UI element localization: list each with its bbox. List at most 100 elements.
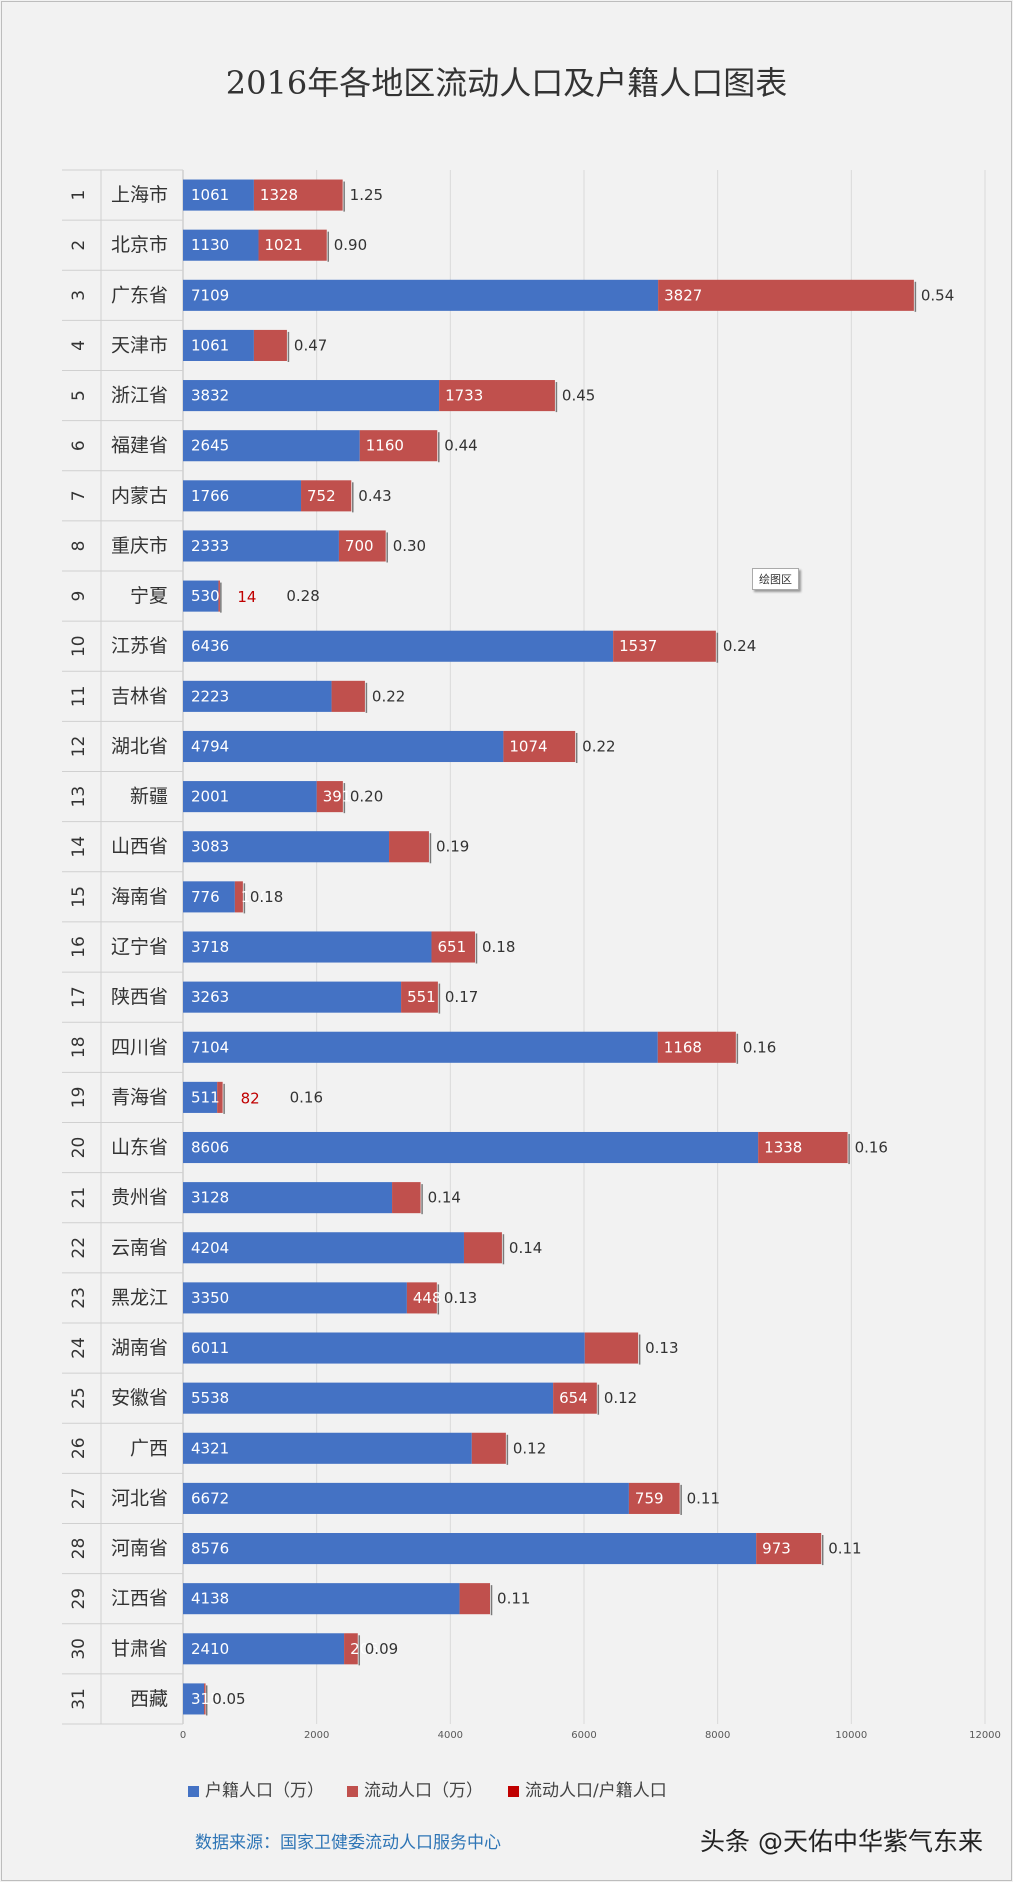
category-label: 江西省 <box>111 1588 168 1610</box>
bar-household <box>183 279 659 311</box>
data-label-ratio: 0.54 <box>921 286 954 304</box>
data-label-ratio: 0.11 <box>828 1540 861 1558</box>
x-tick-label: 10000 <box>835 1730 867 1741</box>
rank-label: 6 <box>69 440 89 451</box>
rank-label: 14 <box>69 836 89 858</box>
data-label-ratio: 0.16 <box>855 1139 888 1157</box>
data-label-ratio: 0.16 <box>743 1038 776 1056</box>
data-label-household: 3718 <box>191 938 229 956</box>
category-label: 内蒙古 <box>111 485 168 507</box>
data-label-household: 315 <box>191 1690 220 1708</box>
bar-floating <box>218 580 220 612</box>
category-label: 西藏 <box>130 1688 168 1710</box>
bar-household <box>183 1432 472 1464</box>
bar-household <box>183 1332 585 1364</box>
bar-floating <box>253 329 287 361</box>
category-label: 河北省 <box>111 1487 168 1509</box>
data-label-household: 3083 <box>191 838 229 856</box>
bar-household <box>183 981 402 1013</box>
bar-floating <box>657 1031 736 1063</box>
legend-swatch <box>188 1786 199 1797</box>
bar-household <box>183 1583 460 1615</box>
legend-swatch <box>347 1786 358 1797</box>
data-label-floating: 1733 <box>445 387 483 405</box>
bar-floating <box>503 730 576 763</box>
rank-label: 28 <box>69 1538 89 1560</box>
data-label-ratio: 0.30 <box>393 537 426 555</box>
bar-household <box>183 1232 464 1264</box>
data-label-ratio: 0.44 <box>444 437 477 455</box>
data-label-floating: 120 <box>241 888 270 906</box>
category-label: 湖北省 <box>111 735 168 757</box>
category-label: 山西省 <box>111 836 168 858</box>
data-label-household: 6672 <box>191 1489 229 1507</box>
data-label-household: 6011 <box>191 1339 229 1357</box>
bar-household <box>183 1282 407 1314</box>
bar-household <box>183 1131 759 1164</box>
category-label: 广西 <box>130 1437 168 1459</box>
data-label-floating: 3827 <box>664 286 702 304</box>
data-label-floating: 759 <box>635 1489 664 1507</box>
data-label-household: 6436 <box>191 637 229 655</box>
bar-floating <box>553 1382 597 1414</box>
bar-floating <box>217 1081 223 1113</box>
legend-item-floating[interactable]: 流动人口（万） <box>347 1776 483 1801</box>
rank-label: 17 <box>69 986 89 1008</box>
category-label: 青海省 <box>111 1086 168 1108</box>
category-label: 江苏省 <box>111 635 168 657</box>
bar-household <box>183 229 259 261</box>
bar-floating <box>392 1182 421 1214</box>
data-label-ratio: 0.14 <box>509 1239 542 1257</box>
rank-label: 19 <box>69 1087 89 1109</box>
x-tick-label: 2000 <box>304 1730 329 1741</box>
category-label: 湖南省 <box>111 1337 168 1359</box>
data-label-ratio: 0.11 <box>687 1489 720 1507</box>
rank-label: 21 <box>69 1187 89 1209</box>
rank-label: 20 <box>69 1137 89 1159</box>
rank-label: 23 <box>69 1287 89 1309</box>
bar-household <box>183 1031 658 1063</box>
bar-household <box>183 179 254 211</box>
bar-floating <box>756 1533 822 1565</box>
category-label: 浙江省 <box>111 385 168 407</box>
data-label-household: 2223 <box>191 687 229 705</box>
bar-household <box>183 329 254 361</box>
data-label-ratio: 0.09 <box>365 1640 398 1658</box>
bar-floating <box>234 881 243 913</box>
data-label-household: 530 <box>191 587 220 605</box>
legend-item-ratio[interactable]: 流动人口/户籍人口 <box>508 1776 667 1801</box>
x-tick-label: 8000 <box>705 1730 730 1741</box>
category-label: 上海市 <box>111 184 168 206</box>
bar-household <box>183 630 614 662</box>
data-label-floating: 1338 <box>764 1139 802 1157</box>
category-label: 黑龙江 <box>111 1287 168 1309</box>
x-tick-label: 4000 <box>438 1730 463 1741</box>
bar-household <box>183 380 440 412</box>
bar-floating <box>584 1332 639 1364</box>
data-label-floating: 651 <box>437 938 466 956</box>
x-tick-label: 6000 <box>571 1730 596 1741</box>
rank-label: 8 <box>69 541 89 552</box>
data-label-household: 2645 <box>191 437 229 455</box>
bar-household <box>183 1633 345 1665</box>
legend-item-household[interactable]: 户籍人口（万） <box>188 1776 324 1801</box>
category-label: 重庆市 <box>111 535 168 557</box>
rank-label: 5 <box>69 390 89 401</box>
bar-household <box>183 931 432 963</box>
bar-floating <box>463 1232 502 1264</box>
data-label-ratio: 0.47 <box>294 336 327 354</box>
bar-household <box>183 881 235 913</box>
category-label: 宁夏 <box>130 585 168 607</box>
bar-floating <box>338 530 386 562</box>
data-label-floating: 551 <box>407 988 436 1006</box>
bar-floating <box>459 1583 491 1615</box>
data-label-household: 8606 <box>191 1139 229 1157</box>
data-label-ratio: 0.22 <box>582 737 615 755</box>
bar-floating <box>301 480 352 512</box>
data-label-ratio: 0.05 <box>212 1690 245 1708</box>
bar-floating <box>344 1633 358 1665</box>
bar-household <box>183 530 339 562</box>
data-label-ratio: 0.13 <box>444 1289 477 1307</box>
data-label-ratio: 1.25 <box>350 186 383 204</box>
